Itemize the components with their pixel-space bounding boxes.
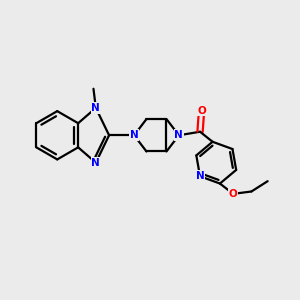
Text: N: N bbox=[175, 130, 183, 140]
Text: O: O bbox=[229, 189, 238, 199]
Text: N: N bbox=[92, 158, 100, 168]
Text: N: N bbox=[196, 171, 204, 181]
Text: O: O bbox=[197, 106, 206, 116]
Text: N: N bbox=[130, 130, 139, 140]
Text: N: N bbox=[92, 103, 100, 113]
